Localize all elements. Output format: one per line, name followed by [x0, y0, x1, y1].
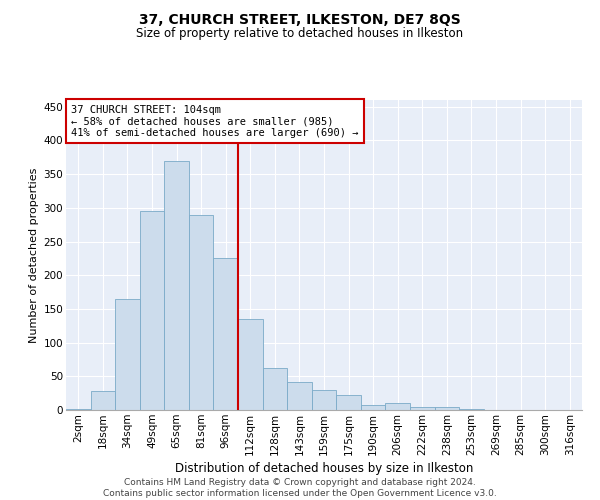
Bar	[410, 406, 434, 410]
Text: 37 CHURCH STREET: 104sqm
← 58% of detached houses are smaller (985)
41% of semi-: 37 CHURCH STREET: 104sqm ← 58% of detach…	[71, 104, 359, 138]
Bar	[361, 404, 385, 410]
Text: Size of property relative to detached houses in Ilkeston: Size of property relative to detached ho…	[136, 28, 464, 40]
Bar	[287, 382, 312, 410]
Bar	[238, 319, 263, 410]
Text: 37, CHURCH STREET, ILKESTON, DE7 8QS: 37, CHURCH STREET, ILKESTON, DE7 8QS	[139, 12, 461, 26]
Bar	[140, 211, 164, 410]
Bar	[336, 395, 361, 410]
Bar	[214, 258, 238, 410]
X-axis label: Distribution of detached houses by size in Ilkeston: Distribution of detached houses by size …	[175, 462, 473, 475]
Bar	[115, 299, 140, 410]
Bar	[312, 390, 336, 410]
Y-axis label: Number of detached properties: Number of detached properties	[29, 168, 40, 342]
Bar	[434, 408, 459, 410]
Bar	[164, 160, 189, 410]
Bar	[385, 404, 410, 410]
Bar	[263, 368, 287, 410]
Bar	[91, 391, 115, 410]
Text: Contains HM Land Registry data © Crown copyright and database right 2024.
Contai: Contains HM Land Registry data © Crown c…	[103, 478, 497, 498]
Bar	[189, 214, 214, 410]
Bar	[66, 408, 91, 410]
